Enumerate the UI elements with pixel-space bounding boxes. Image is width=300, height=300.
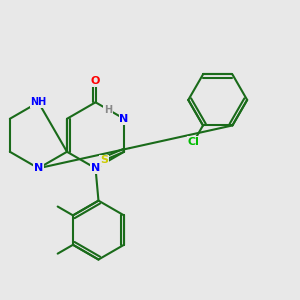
Text: H: H xyxy=(104,105,112,115)
Text: N: N xyxy=(119,114,129,124)
Text: NH: NH xyxy=(30,97,46,107)
Text: O: O xyxy=(91,76,100,86)
Text: N: N xyxy=(91,163,100,173)
Text: S: S xyxy=(100,155,108,165)
Text: Cl: Cl xyxy=(188,137,200,147)
Text: N: N xyxy=(34,163,43,173)
